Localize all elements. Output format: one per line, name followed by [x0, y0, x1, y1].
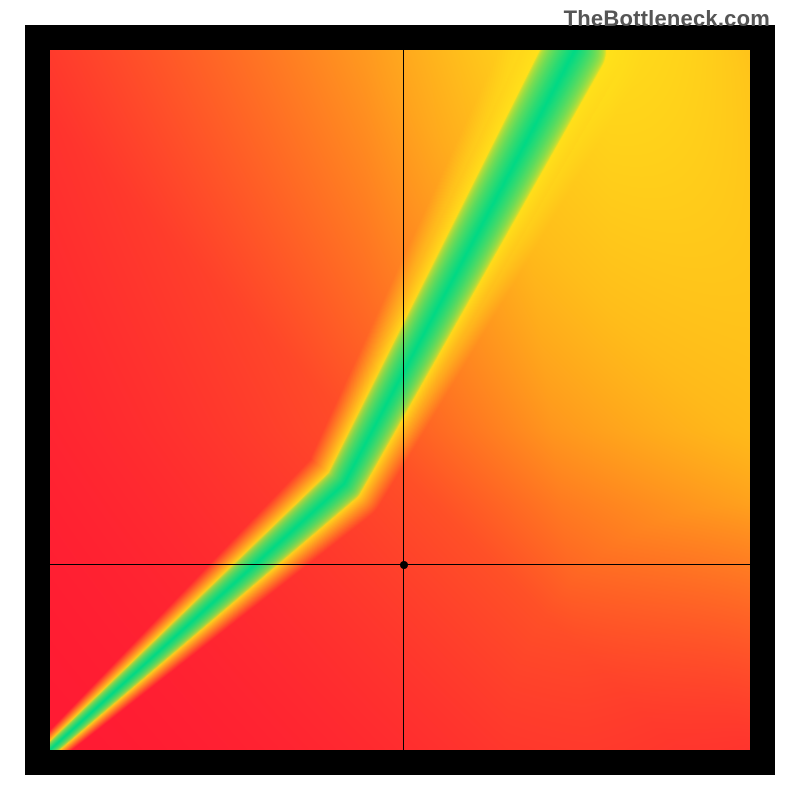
plot-outer-frame: [25, 25, 775, 775]
heatmap-canvas: [50, 50, 750, 750]
chart-container: TheBottleneck.com: [0, 0, 800, 800]
watermark-text: TheBottleneck.com: [564, 6, 770, 32]
crosshair-vertical: [403, 50, 404, 750]
crosshair-marker: [400, 561, 408, 569]
